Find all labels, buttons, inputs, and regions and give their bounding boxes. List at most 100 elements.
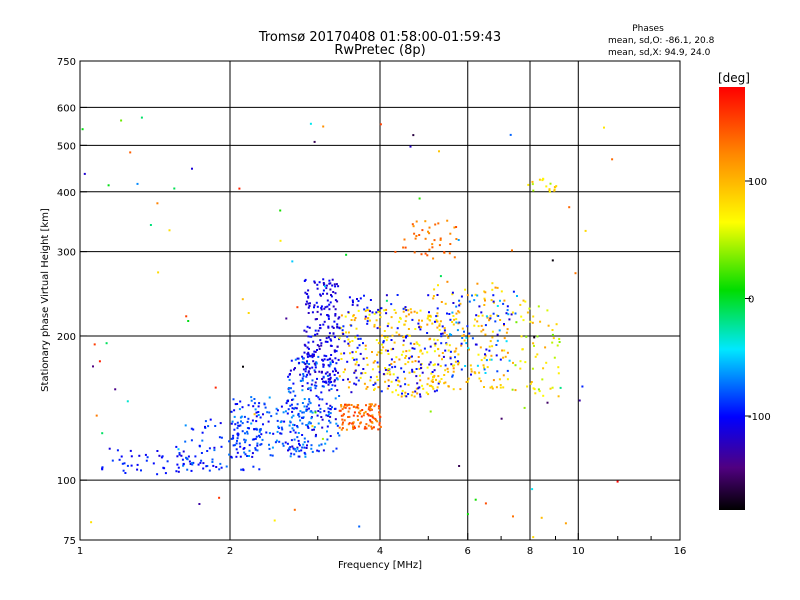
data-point	[526, 311, 529, 314]
data-point	[521, 348, 524, 351]
data-point	[290, 452, 293, 455]
data-point	[564, 522, 567, 525]
data-point	[465, 342, 468, 345]
data-point	[426, 254, 429, 257]
data-point	[450, 333, 453, 336]
data-point	[434, 320, 436, 323]
data-point	[323, 307, 326, 310]
data-point	[344, 368, 346, 371]
data-point	[292, 423, 295, 426]
data-point	[305, 300, 308, 303]
data-point	[254, 437, 257, 440]
data-point	[329, 361, 332, 364]
data-point	[307, 427, 310, 429]
data-point	[301, 434, 304, 436]
data-point	[370, 425, 373, 428]
data-point	[584, 229, 587, 232]
data-point	[455, 321, 458, 324]
data-point	[433, 390, 436, 393]
data-point	[390, 358, 393, 361]
data-point	[446, 280, 449, 283]
data-point	[530, 381, 533, 383]
data-point	[364, 425, 367, 428]
data-point	[313, 140, 316, 143]
data-point	[483, 386, 485, 388]
data-point	[308, 367, 311, 370]
data-point	[232, 434, 235, 437]
data-point	[410, 311, 413, 314]
data-point	[243, 438, 246, 441]
data-point	[505, 312, 508, 315]
data-point	[197, 463, 200, 466]
data-point	[239, 400, 242, 403]
data-point	[186, 458, 189, 461]
data-point	[202, 467, 205, 470]
data-point	[374, 403, 377, 406]
data-point	[260, 443, 263, 446]
data-point	[338, 426, 341, 429]
data-point	[330, 295, 333, 298]
data-point	[529, 320, 532, 323]
data-point	[297, 414, 300, 416]
data-point	[359, 352, 362, 355]
data-point	[429, 314, 432, 317]
data-point	[352, 314, 355, 317]
data-point	[298, 415, 301, 418]
data-point	[175, 445, 178, 448]
data-point	[334, 285, 337, 288]
data-point	[316, 377, 318, 380]
data-point	[436, 294, 439, 296]
data-point	[443, 382, 446, 385]
data-point	[616, 480, 619, 483]
data-point	[316, 287, 319, 290]
data-point	[315, 384, 318, 387]
data-point	[321, 370, 323, 373]
data-point	[367, 408, 370, 411]
data-point	[145, 459, 148, 462]
data-point	[188, 460, 191, 463]
data-point	[286, 442, 289, 445]
data-point	[438, 324, 441, 327]
data-point	[355, 327, 358, 330]
data-point	[428, 232, 431, 235]
data-point	[301, 446, 304, 449]
data-point	[329, 408, 332, 410]
data-point	[436, 386, 439, 389]
data-point	[314, 333, 317, 336]
data-point	[418, 319, 420, 322]
data-point	[241, 298, 244, 301]
data-point	[126, 400, 129, 403]
data-point	[235, 455, 238, 458]
data-point	[327, 410, 330, 413]
data-point	[310, 335, 313, 338]
data-point	[477, 353, 480, 356]
data-point	[347, 311, 350, 314]
data-point	[293, 448, 296, 450]
data-point	[395, 331, 398, 334]
data-point	[425, 391, 428, 394]
data-point	[314, 364, 317, 367]
data-point	[149, 224, 152, 226]
data-point	[324, 372, 327, 375]
data-point	[336, 323, 339, 326]
data-point	[546, 309, 549, 312]
data-point	[412, 134, 415, 137]
data-point	[392, 373, 395, 376]
data-point	[455, 238, 458, 240]
data-point	[298, 450, 301, 453]
x-tick-label: 16	[674, 546, 687, 557]
data-point	[111, 459, 114, 462]
data-point	[350, 404, 353, 406]
data-point	[377, 308, 380, 311]
data-point	[509, 133, 512, 136]
data-point	[334, 299, 337, 302]
data-point	[348, 403, 351, 406]
data-point	[314, 329, 317, 332]
data-point	[386, 372, 389, 375]
data-point	[334, 397, 337, 400]
data-point	[253, 398, 256, 400]
data-point	[230, 410, 233, 413]
data-point	[326, 430, 328, 433]
data-point	[324, 442, 327, 445]
